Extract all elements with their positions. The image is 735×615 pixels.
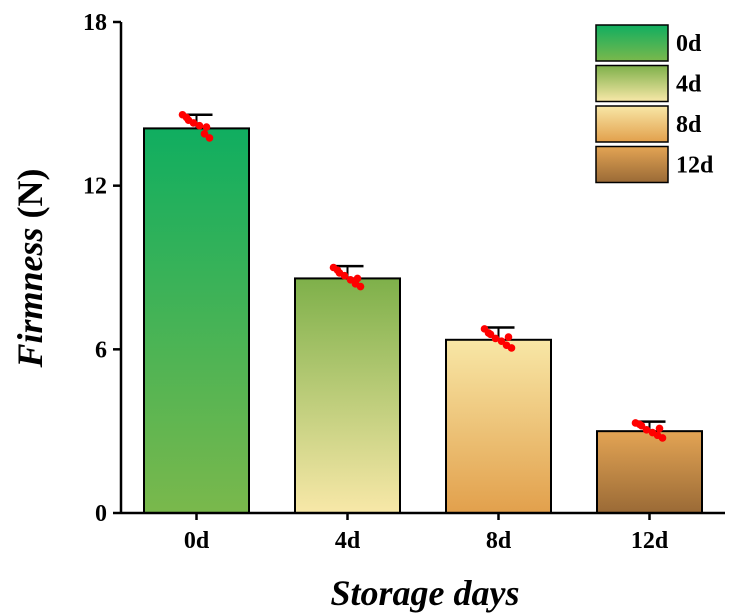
axes-layer [113,20,725,520]
y-tick-label-18: 18 [83,10,107,36]
data-point-12d-2 [642,426,651,434]
legend-label-8d: 8d [676,112,702,138]
y-axis-title-main: Firmness [10,227,50,368]
data-point-4d-7 [353,274,362,283]
bar-0d [143,127,250,514]
data-point-8d-5 [507,344,516,352]
data-point-12d-5 [658,434,667,442]
x-axis-title: Storage days [331,573,520,613]
legend-swatch-0d [595,24,669,62]
legend-label-12d: 12d [676,153,714,179]
data-point-4d-2 [340,271,349,280]
x-tick-label-12d: 12d [631,528,669,554]
bars-layer [143,127,703,514]
data-point-0d-6 [182,113,191,122]
x-tick-label-8d: 8d [486,528,512,554]
data-point-8d-6 [484,329,493,337]
x-tick-label-0d: 0d [184,528,210,554]
data-point-0d-3 [195,121,204,130]
legend-swatch-4d [595,64,669,103]
data-point-12d-6 [635,420,644,429]
legend-label-4d: 4d [676,72,702,98]
bar-4d [294,277,401,514]
y-axis-title-unit: (N) [10,168,50,227]
data-point-4d-5 [356,282,365,291]
data-point-0d-2 [189,119,198,127]
y-tick-label-0: 0 [95,501,107,527]
data-point-8d-2 [491,334,500,343]
x-tick-label-4d: 4d [335,528,361,554]
bar-12d [596,430,703,514]
y-tick-label-12: 12 [83,174,107,200]
data-point-0d-5 [205,134,214,142]
scatter-points-layer [178,110,667,442]
y-tick-label-6: 6 [95,337,107,363]
data-point-0d-7 [202,123,211,131]
data-point-8d-7 [504,333,513,341]
bar-8d [445,338,552,514]
data-point-4d-6 [333,266,342,275]
error-bars-layer [180,113,666,432]
y-axis-title: Firmness (N) [10,168,50,368]
legend-label-0d: 0d [676,31,702,57]
legend-swatch-8d [595,105,669,143]
legend-swatch-12d [595,145,669,184]
tick-labels-layer: 0d 4d 8d 12d 0 6 12 18 [83,10,669,554]
data-point-12d-7 [655,424,664,433]
legend: 0d 4d 8d 12d [595,24,714,184]
